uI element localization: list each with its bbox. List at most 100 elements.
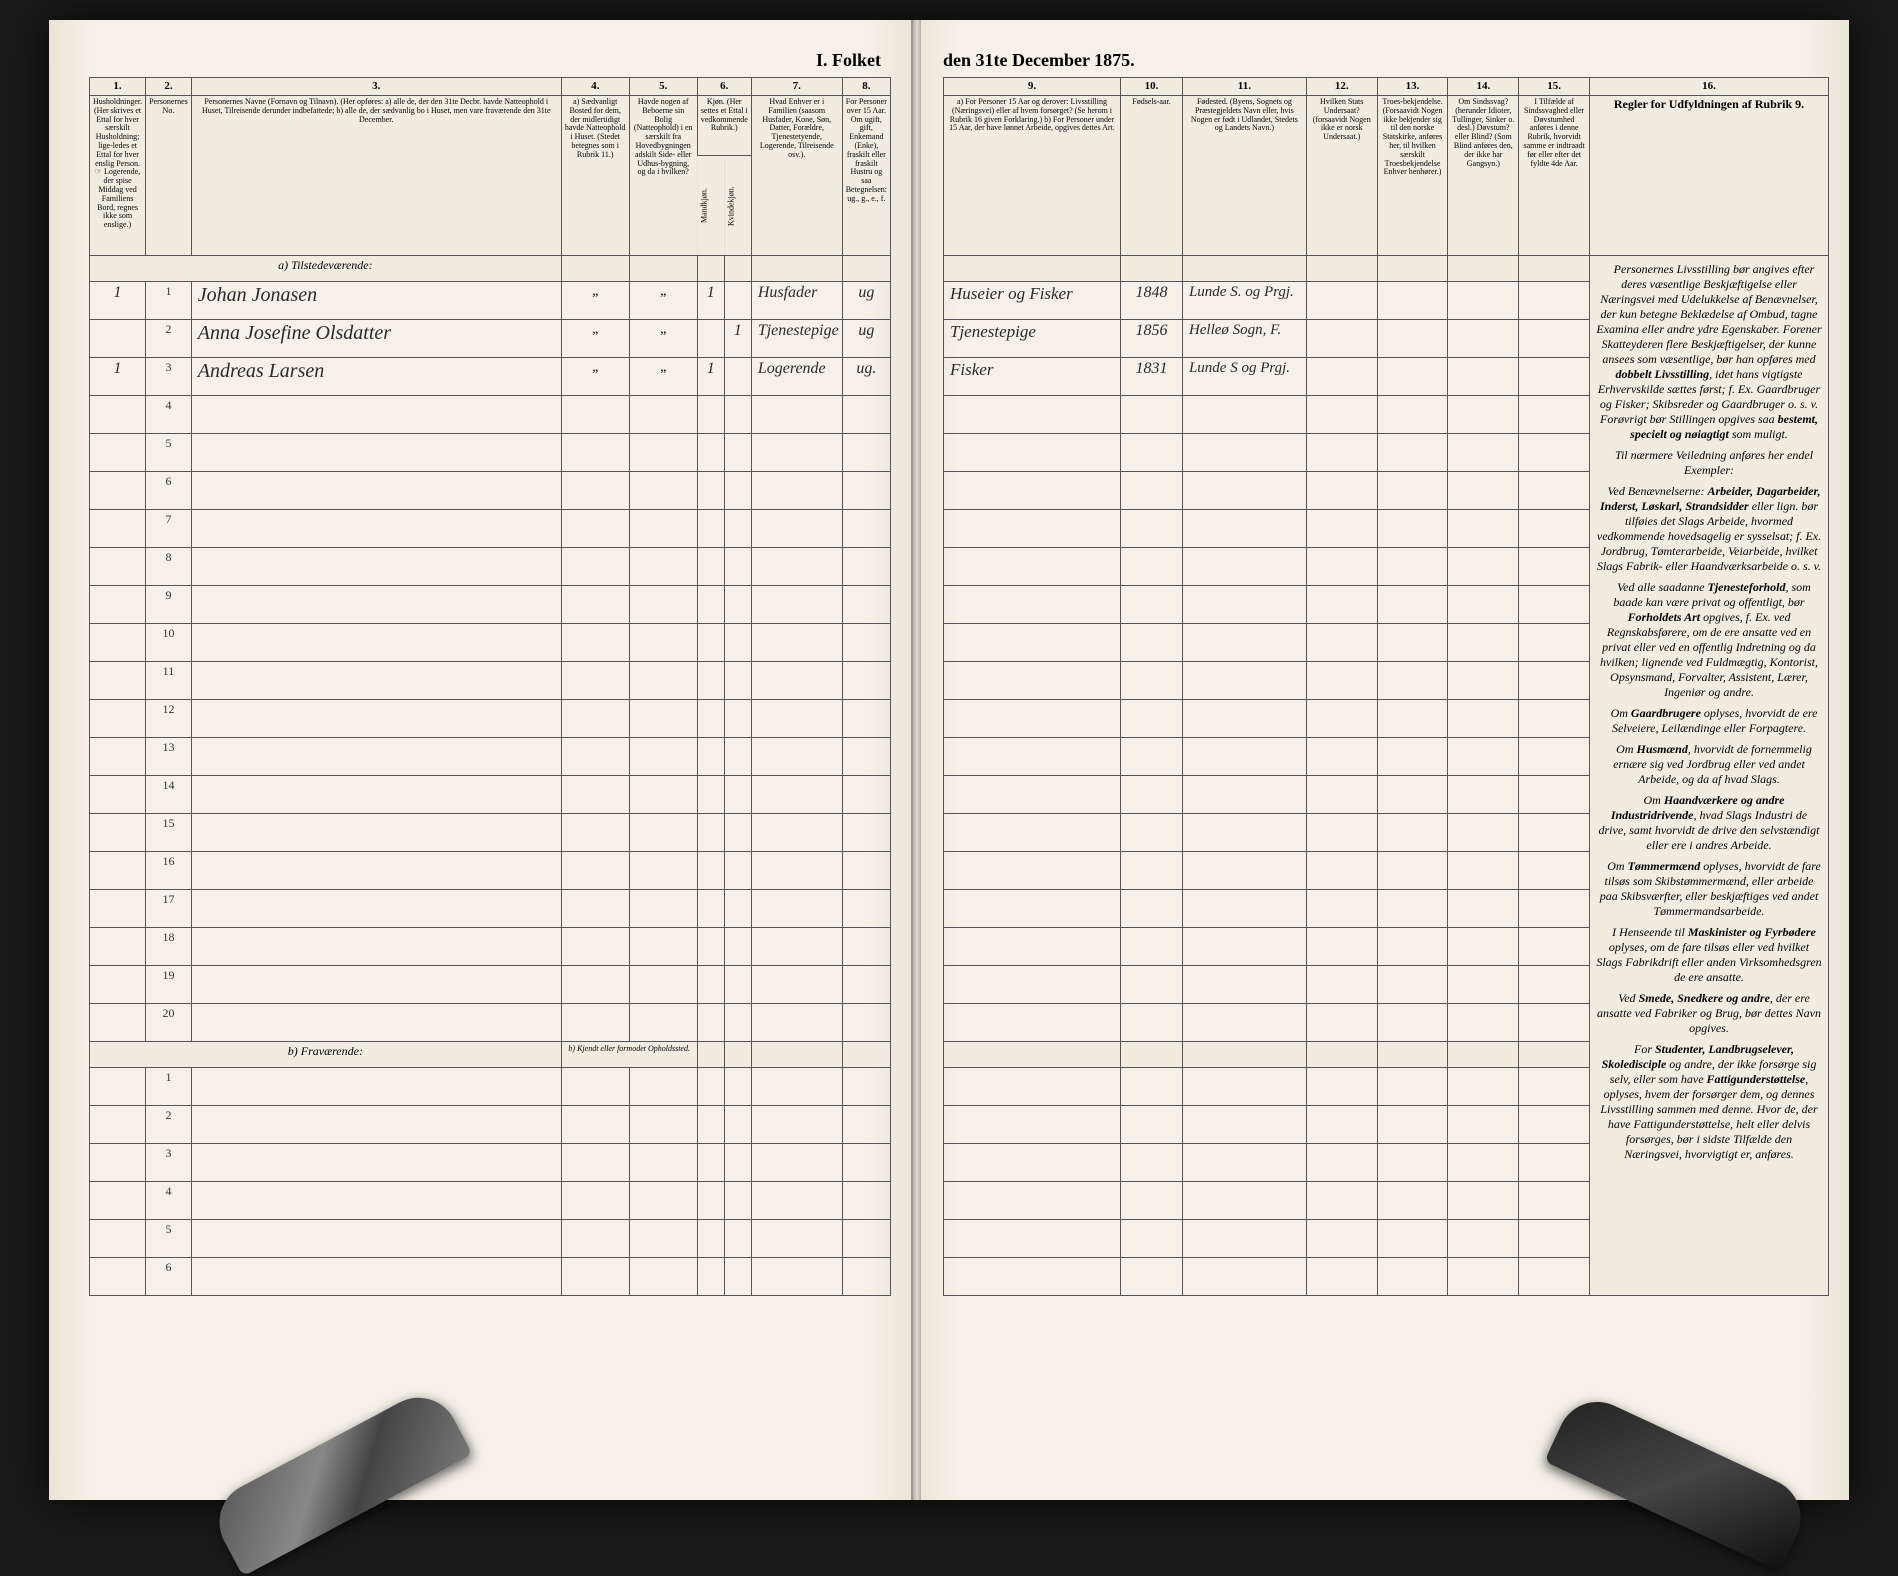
h-c12: Hvilken Stats Undersaat? (forsaavidt Nog… xyxy=(1306,96,1377,256)
coln-3: 3. xyxy=(191,78,561,96)
h-c1: Husholdninger. (Her skrives et Ettal for… xyxy=(90,96,146,256)
coln-9: 9. xyxy=(944,78,1121,96)
table-row: 9 xyxy=(90,586,891,624)
table-row: 12 xyxy=(90,700,891,738)
table-row: 6 xyxy=(90,1258,891,1296)
coln-4: 4. xyxy=(561,78,629,96)
cell-c5: „ xyxy=(629,320,697,358)
cell-occupation: Huseier og Fisker xyxy=(944,282,1121,320)
rules-cell: Personernes Livsstilling bør angives eft… xyxy=(1590,256,1829,1296)
table-row: 19 xyxy=(90,966,891,1004)
cell-rownum: 8 xyxy=(146,548,192,586)
cell-rownum: 2 xyxy=(146,320,192,358)
cell-year: 1848 xyxy=(1121,282,1183,320)
cell-status: ug xyxy=(842,320,890,358)
coln-14: 14. xyxy=(1448,78,1519,96)
h-c11: Fødested. (Byens, Sognets og Præstegjeld… xyxy=(1182,96,1306,256)
table-row: 10 xyxy=(90,624,891,662)
right-page: den 31te December 1875. 9. 10. 11. 12. 1… xyxy=(913,20,1849,1500)
coln-5: 5. xyxy=(629,78,697,96)
cell-female xyxy=(724,282,751,320)
title-right: den 31te December 1875. xyxy=(943,50,1829,71)
cell-occupation: Fisker xyxy=(944,358,1121,396)
cell-rownum: 6 xyxy=(146,472,192,510)
cell-rownum: 6 xyxy=(146,1258,192,1296)
coln-7: 7. xyxy=(751,78,842,96)
title-left: I. Folket xyxy=(89,50,891,71)
table-row: 16 xyxy=(90,852,891,890)
cell-rownum: 18 xyxy=(146,928,192,966)
cell-female xyxy=(724,358,751,396)
table-row: 18 xyxy=(90,928,891,966)
coln-12: 12. xyxy=(1306,78,1377,96)
table-row: 2 xyxy=(90,1106,891,1144)
table-row: 13 xyxy=(90,738,891,776)
cell-rownum: 14 xyxy=(146,776,192,814)
cell-hh xyxy=(90,320,146,358)
colnum-row-r: 9. 10. 11. 12. 13. 14. 15. 16. xyxy=(944,78,1829,96)
coln-2: 2. xyxy=(146,78,192,96)
h-c13: Troes-bekjendelse. (Forsaavidt Nogen ikk… xyxy=(1377,96,1448,256)
cell-male xyxy=(697,320,724,358)
table-row: 17 xyxy=(90,890,891,928)
coln-10: 10. xyxy=(1121,78,1183,96)
cell-rownum: 4 xyxy=(146,396,192,434)
cell-c5: „ xyxy=(629,358,697,396)
cell-family: Husfader xyxy=(751,282,842,320)
left-table: 1. 2. 3. 4. 5. 6. 7. 8. Husholdninger. (… xyxy=(89,77,891,1296)
h-c4: a) Sædvanligt Bosted for dem, der midler… xyxy=(561,96,629,256)
cell-rownum: 4 xyxy=(146,1182,192,1220)
cell-rownum: 9 xyxy=(146,586,192,624)
table-row: 7 xyxy=(90,510,891,548)
cell-rownum: 10 xyxy=(146,624,192,662)
h-c6a: Mandkjøn. xyxy=(697,156,724,256)
table-row: 3 xyxy=(90,1144,891,1182)
h-c2: Personernes No. xyxy=(146,96,192,256)
table-row: 5 xyxy=(90,1220,891,1258)
cell-hh: 1 xyxy=(90,358,146,396)
h-c6b: Kvindekjøn. xyxy=(724,156,751,256)
header-row-left: Husholdninger. (Her skrives et Ettal for… xyxy=(90,96,891,156)
cell-hh: 1 xyxy=(90,282,146,320)
cell-male: 1 xyxy=(697,358,724,396)
cell-year: 1856 xyxy=(1121,320,1183,358)
section-b-row: b) Fraværende:b) Kjendt eller formodet O… xyxy=(90,1042,891,1068)
table-row: 1 xyxy=(90,1068,891,1106)
section-a-row-r: Personernes Livsstilling bør angives eft… xyxy=(944,256,1829,282)
cell-place: Helleø Sogn, F. xyxy=(1182,320,1306,358)
cell-rownum: 12 xyxy=(146,700,192,738)
cell-family: Tjenestepige xyxy=(751,320,842,358)
cell-rownum: 5 xyxy=(146,434,192,472)
cell-c4: „ xyxy=(561,320,629,358)
cell-c4: „ xyxy=(561,358,629,396)
h-c16: Regler for Udfyldningen af Rubrik 9. xyxy=(1590,96,1829,256)
cell-rownum: 16 xyxy=(146,852,192,890)
table-row: 4 xyxy=(90,396,891,434)
cell-rownum: 17 xyxy=(146,890,192,928)
cell-year: 1831 xyxy=(1121,358,1183,396)
section-b-note: b) Kjendt eller formodet Opholdssted. xyxy=(561,1042,697,1068)
h-c9: a) For Personer 15 Aar og derover: Livss… xyxy=(944,96,1121,256)
cell-female: 1 xyxy=(724,320,751,358)
left-page: I. Folket 1. 2. 3. 4. 5. 6. 7. 8. Hushol… xyxy=(49,20,913,1500)
h-c14: Om Sindssvag? (herunder Idioter, Tulling… xyxy=(1448,96,1519,256)
cell-c4: „ xyxy=(561,282,629,320)
coln-1: 1. xyxy=(90,78,146,96)
cell-place: Lunde S og Prgj. xyxy=(1182,358,1306,396)
table-row: 15 xyxy=(90,814,891,852)
h-c8: For Personer over 15 Aar. Om ugift, gift… xyxy=(842,96,890,256)
cell-rownum: 1 xyxy=(146,282,192,320)
book-spine xyxy=(913,20,921,1500)
table-row: 1 3 Andreas Larsen „ „ 1 Logerende ug. xyxy=(90,358,891,396)
section-b-label: b) Fraværende: xyxy=(90,1042,562,1068)
cell-rownum: 15 xyxy=(146,814,192,852)
cell-rownum: 19 xyxy=(146,966,192,1004)
census-book: I. Folket 1. 2. 3. 4. 5. 6. 7. 8. Hushol… xyxy=(49,20,1849,1500)
table-row: 2 Anna Josefine Olsdatter „ „ 1 Tjeneste… xyxy=(90,320,891,358)
coln-16: 16. xyxy=(1590,78,1829,96)
h-c15: I Tilfælde af Sindssvaghed eller Døvstum… xyxy=(1519,96,1590,256)
table-row: 5 xyxy=(90,434,891,472)
h-c6: Kjøn. (Her settes et Ettal i vedkommende… xyxy=(697,96,751,156)
cell-c5: „ xyxy=(629,282,697,320)
cell-rownum: 2 xyxy=(146,1106,192,1144)
